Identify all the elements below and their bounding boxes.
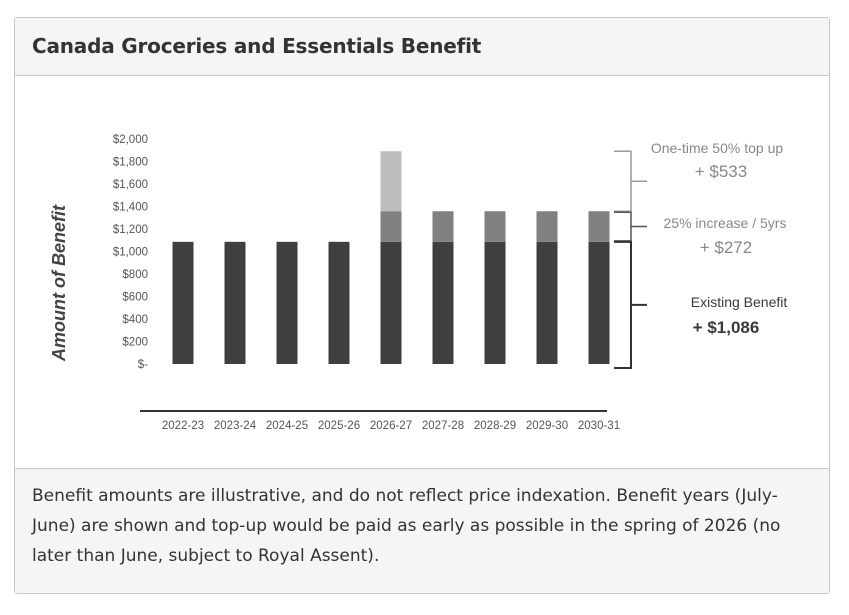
- annotation-increase-amount: + $272: [700, 238, 752, 257]
- chart-caption: Benefit amounts are illustrative, and do…: [32, 486, 781, 566]
- y-tick-label: $400: [122, 314, 148, 326]
- bar-segment: [432, 211, 454, 242]
- x-tick-label: 2027-28: [422, 420, 464, 432]
- y-tick-label: $1,800: [113, 157, 148, 169]
- x-tick-labels: 2022-23 2023-24 2024-25 2025-26 2026-27 2027-…: [162, 420, 620, 432]
- annotation-top-up: One-time 50% top up + $533: [651, 140, 784, 181]
- y-tick-label: $600: [122, 292, 148, 304]
- annotation-braces: [614, 150, 647, 369]
- chart-panel: Canada Groceries and Essentials Benefit …: [14, 17, 830, 594]
- bar-segment: [380, 211, 402, 242]
- y-tick-label: $1,200: [113, 224, 148, 236]
- x-tick-label: 2025-26: [318, 420, 360, 432]
- brace-top-up: [614, 150, 647, 212]
- bar-segment: [536, 211, 558, 242]
- brace-existing: [614, 240, 647, 369]
- panel-header: Canada Groceries and Essentials Benefit: [15, 18, 829, 76]
- annotation-existing: Existing Benefit + $1,086: [691, 294, 788, 337]
- y-tick-label: $200: [122, 337, 148, 349]
- bar-segment: [380, 151, 402, 212]
- bar-segment: [484, 241, 506, 364]
- annotation-existing-title: Existing Benefit: [691, 294, 788, 310]
- bar-segment: [536, 241, 558, 364]
- bar-segment: [224, 241, 246, 364]
- bar-segment: [432, 241, 454, 364]
- panel-title: Canada Groceries and Essentials Benefit: [32, 34, 482, 58]
- annotation-increase: 25% increase / 5yrs + $272: [664, 215, 787, 257]
- bar-marks: [172, 151, 610, 364]
- y-tick-label: $1,600: [113, 179, 148, 191]
- bar-segment: [276, 241, 298, 364]
- annotation-top-up-amount: + $533: [695, 162, 747, 181]
- bar-segment: [328, 241, 350, 364]
- y-axis-label: Amount of Benefit: [49, 204, 69, 362]
- y-tick-labels: $- $200 $400 $600 $800 $1,000 $1,200 $1,400 $1,6…: [113, 134, 148, 371]
- annotation-existing-amount: + $1,086: [693, 318, 760, 337]
- x-tick-label: 2029-30: [526, 420, 568, 432]
- x-tick-label: 2022-23: [162, 420, 204, 432]
- x-tick-label: 2023-24: [214, 420, 257, 432]
- chart-area: Amount of Benefit $- $200 $400 $600 $800 $1,0…: [15, 76, 831, 468]
- y-tick-label: $1,400: [113, 202, 148, 214]
- annotation-increase-title: 25% increase / 5yrs: [664, 215, 787, 231]
- y-tick-label: $2,000: [113, 134, 148, 146]
- bar-segment: [588, 211, 610, 242]
- y-tick-label: $1,000: [113, 247, 148, 259]
- x-tick-label: 2024-25: [266, 420, 308, 432]
- bar-segment: [172, 241, 194, 364]
- y-tick-label: $800: [122, 269, 148, 281]
- panel-footer: Benefit amounts are illustrative, and do…: [15, 468, 829, 593]
- bar-segment: [588, 241, 610, 364]
- benefit-chart: Amount of Benefit $- $200 $400 $600 $800 $1,0…: [49, 134, 788, 432]
- x-tick-label: 2030-31: [578, 420, 620, 432]
- x-tick-label: 2026-27: [370, 420, 412, 432]
- bar-segment: [380, 241, 402, 364]
- brace-increase: [614, 211, 647, 242]
- annotation-top-up-title: One-time 50% top up: [651, 140, 784, 156]
- y-tick-label: $-: [138, 359, 148, 371]
- bar-segment: [484, 211, 506, 242]
- x-tick-label: 2028-29: [474, 420, 516, 432]
